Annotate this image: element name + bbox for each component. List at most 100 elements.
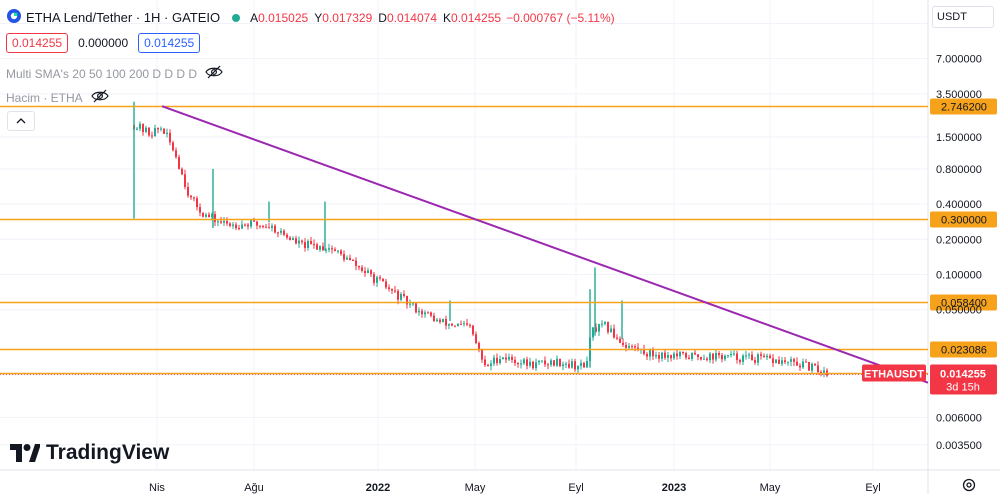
candle-body <box>229 223 231 226</box>
candle-body <box>814 363 816 366</box>
candle-body <box>340 250 342 255</box>
candle-body <box>436 319 438 322</box>
x-axis-tick-label: Ağu <box>244 482 264 494</box>
candle-body <box>559 358 561 367</box>
symbol-tag[interactable] <box>862 364 926 382</box>
high-value: 0.017329 <box>322 10 373 25</box>
candle-body <box>400 293 402 300</box>
candle-body <box>652 349 654 357</box>
candle-body <box>721 355 723 360</box>
candle-body <box>223 220 225 223</box>
low-value: 0.014074 <box>386 10 437 25</box>
candle-body <box>757 354 759 363</box>
candle-body <box>268 227 270 229</box>
candle-body <box>292 238 294 241</box>
tradingview-logo[interactable]: TradingView <box>10 441 169 465</box>
candle-body <box>649 349 651 357</box>
candle-body <box>415 303 417 313</box>
candle-body <box>316 244 318 250</box>
candle-body <box>244 224 246 226</box>
currency-select[interactable]: USDT <box>932 6 994 28</box>
candle-body <box>457 323 459 327</box>
candle-body <box>478 342 480 351</box>
y-axis-tick-label: 7.000000 <box>936 54 982 66</box>
candle-body <box>151 135 153 137</box>
candle-body <box>724 355 726 360</box>
candle-body <box>280 230 282 233</box>
level-price-label: 0.058400 <box>941 298 987 310</box>
sma-label[interactable]: Multi SMA's 20 50 100 200 D D D D <box>6 66 198 81</box>
candle-body <box>673 353 675 359</box>
sma-legend[interactable]: Multi SMA's 20 50 100 200 D D D D <box>6 65 223 82</box>
candle-body <box>583 362 585 368</box>
candle-body <box>241 224 243 229</box>
candle-body <box>307 240 309 248</box>
candle-body <box>475 334 477 343</box>
candle-body <box>604 322 606 324</box>
tradingview-logo-icon <box>10 444 40 462</box>
trendline[interactable] <box>161 105 929 384</box>
candle-body <box>529 361 531 366</box>
candle-body <box>274 225 276 233</box>
candle-body <box>664 352 666 358</box>
candle-body <box>700 357 702 360</box>
candle-body <box>145 127 147 133</box>
candle-body <box>364 270 366 274</box>
candle-body <box>442 318 444 323</box>
candle-body <box>802 361 804 368</box>
candle-body <box>139 123 141 129</box>
candle-body <box>760 354 762 356</box>
candle-body <box>508 356 510 360</box>
bar-countdown: 3d 15h <box>946 382 980 394</box>
candle-body <box>334 249 336 252</box>
candle-body <box>778 359 780 364</box>
sell-button[interactable]: 0.014255 <box>6 33 69 53</box>
buy-button[interactable]: 0.014255 <box>138 33 201 53</box>
candle-body <box>775 359 777 364</box>
candle-body <box>235 224 237 229</box>
candle-body <box>310 240 312 245</box>
candle-body <box>550 360 552 365</box>
open-value: 0.015025 <box>258 10 309 25</box>
symbol-title[interactable]: ETHA Lend/Tether · 1H · GATEIO <box>26 10 221 25</box>
candle-body <box>187 186 189 196</box>
candle-body <box>406 295 408 305</box>
candle-body <box>226 220 228 224</box>
candle-body <box>412 303 414 305</box>
candle-body <box>784 360 786 363</box>
symbol-legend[interactable]: ETHA Lend/Tether · 1H · GATEIO A 0.015025… <box>6 8 615 27</box>
candle-body <box>544 360 546 365</box>
candle-body <box>208 214 210 218</box>
candle-body <box>286 234 288 238</box>
candle-body <box>328 248 330 250</box>
candle-body <box>730 353 732 356</box>
candle-body <box>619 338 621 343</box>
candle-body <box>178 157 180 169</box>
candle-body <box>301 240 303 243</box>
candle-body <box>634 346 636 348</box>
eye-hidden-icon[interactable] <box>90 89 109 106</box>
eye-hidden-icon[interactable] <box>205 65 223 82</box>
candle-body <box>355 260 357 266</box>
candle-body <box>709 353 711 361</box>
candle-body <box>256 221 258 226</box>
candle-body <box>808 361 810 371</box>
candle-body <box>790 359 792 362</box>
volume-label[interactable]: Hacim · ETHA <box>6 90 83 105</box>
candle-body <box>202 212 204 217</box>
y-axis-tick-label: 0.006000 <box>936 412 982 424</box>
settings-gear-icon[interactable] <box>962 478 976 497</box>
candle-body <box>181 168 183 175</box>
volume-legend[interactable]: Hacim · ETHA <box>6 89 109 106</box>
candle-body <box>514 359 516 363</box>
collapse-legend-button[interactable] <box>7 111 35 131</box>
gateio-logo-icon <box>6 8 22 27</box>
candle-body <box>646 353 648 357</box>
candle-body <box>658 354 660 359</box>
candle-body <box>352 259 354 261</box>
candle-body <box>679 351 681 357</box>
candle-body <box>451 323 453 326</box>
candle-body <box>793 359 795 362</box>
candle-body <box>196 198 198 208</box>
